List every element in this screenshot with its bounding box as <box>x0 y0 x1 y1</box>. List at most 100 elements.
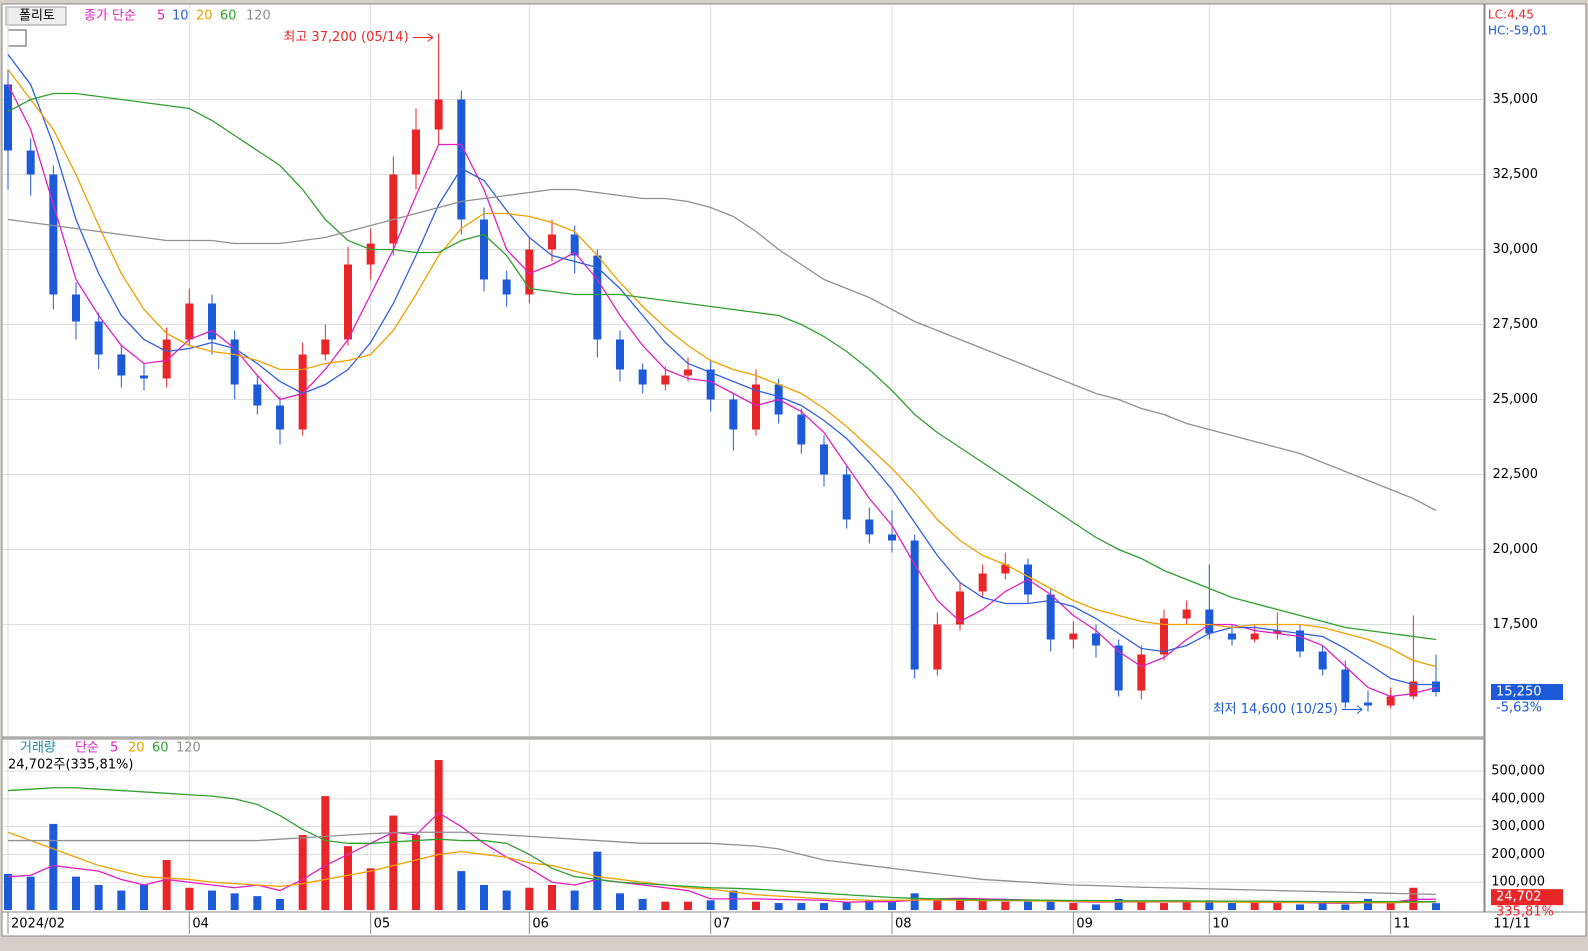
y-tick-label: 100,000 <box>1491 875 1545 890</box>
candle-body <box>321 339 330 355</box>
volume-bar <box>1182 901 1191 910</box>
candle-body <box>910 540 919 670</box>
candle-body <box>956 591 964 625</box>
candle-body <box>230 339 239 385</box>
price-box <box>1491 684 1563 700</box>
y-tick-label: 27,500 <box>1493 317 1539 332</box>
candle-body <box>502 279 511 295</box>
volume-bar <box>956 898 964 910</box>
volume-bar <box>366 868 375 910</box>
volume-bar <box>1273 903 1282 910</box>
volume-box <box>1491 889 1563 906</box>
candle-body <box>1228 633 1236 640</box>
legend-item: 5 <box>110 741 118 756</box>
legend-item: 120 <box>246 9 271 24</box>
candle-body <box>1296 630 1304 652</box>
volume-bar <box>208 890 216 910</box>
candle-body <box>1409 681 1418 697</box>
candle-body <box>366 243 375 265</box>
candle-body <box>185 303 194 340</box>
volume-bar <box>661 901 670 910</box>
y-tick-label: 300,000 <box>1491 819 1545 834</box>
candle-body <box>94 321 103 355</box>
volume-bar <box>72 876 80 910</box>
volume-bar <box>548 885 556 910</box>
volume-bar <box>117 890 126 910</box>
last-price: 15,250 <box>1496 685 1542 700</box>
volume-bar <box>185 887 194 910</box>
legend-item: 60 <box>220 9 237 24</box>
volume-bar <box>1046 901 1055 910</box>
candle-body <box>797 414 806 445</box>
candle-body <box>616 339 624 370</box>
volume-title: 거래량 <box>20 741 56 756</box>
candle-body <box>1046 594 1055 640</box>
candle-body <box>888 534 896 541</box>
volume-bar <box>457 871 466 910</box>
candle-body <box>570 234 579 256</box>
ma-line <box>7 92 1437 641</box>
x-tick-label: 09 <box>1076 917 1093 932</box>
volume-bar <box>684 901 692 910</box>
volume-bar <box>1160 903 1168 910</box>
y-tick-label: 200,000 <box>1491 847 1545 862</box>
volume-pane <box>1 738 1485 913</box>
legend-item: 5 <box>157 9 165 24</box>
candle-body <box>820 444 828 475</box>
volume-bar <box>1432 903 1440 910</box>
volume-bar <box>774 903 783 910</box>
volume-bar <box>1386 903 1395 910</box>
y-tick-label: 35,000 <box>1493 92 1539 107</box>
candle-body <box>1137 654 1146 691</box>
volume-bar <box>26 876 35 910</box>
candle-body <box>1114 645 1123 691</box>
candle-body <box>434 99 443 130</box>
x-tick-label: 10 <box>1212 917 1229 932</box>
grid-icon[interactable] <box>7 29 27 47</box>
candle-body <box>729 399 738 430</box>
legend-item: 20 <box>196 9 213 24</box>
candle-body <box>1250 633 1259 640</box>
volume-bar <box>865 900 874 910</box>
candle-body <box>978 573 987 592</box>
ma-line <box>7 54 1436 686</box>
volume-bar <box>525 887 534 910</box>
volume-bar <box>434 760 443 910</box>
candle-body <box>162 339 171 379</box>
volume-bar <box>1024 901 1032 910</box>
volume-bar <box>797 903 806 910</box>
volume-bar <box>502 890 511 910</box>
candle-body <box>684 369 692 376</box>
candle-body <box>638 369 647 385</box>
candle-body <box>298 354 307 430</box>
candle-body <box>1092 633 1100 646</box>
y-tick-label: 500,000 <box>1491 764 1545 779</box>
candle-body <box>1364 702 1372 706</box>
x-tick-label: 06 <box>532 917 549 932</box>
candle-body <box>276 405 284 430</box>
high-annotation: 최고 37,200 (05/14) <box>283 30 408 45</box>
y-tick-label: 25,000 <box>1493 392 1539 407</box>
volume-bar <box>1205 900 1214 910</box>
legend-item: 120 <box>176 741 201 756</box>
last-date: 11/11 <box>1493 917 1530 932</box>
candle-body <box>412 129 420 175</box>
volume-bar <box>389 815 398 910</box>
change-label: -5,63% <box>1496 701 1542 716</box>
volume-bar <box>729 890 738 910</box>
low-annotation: 최저 14,600 (10/25) <box>1213 702 1338 717</box>
hc-label: HC:-59,01 <box>1488 24 1548 38</box>
candle-body <box>842 474 851 520</box>
volume-bar <box>570 890 579 910</box>
volume-bar <box>1092 904 1100 910</box>
title-box[interactable] <box>5 6 67 26</box>
volume-bar <box>276 898 284 910</box>
x-tick-label: 05 <box>374 917 391 932</box>
volume-bar <box>1114 898 1123 910</box>
volume-bar <box>978 900 987 910</box>
candle-body <box>208 303 216 340</box>
candle-body <box>1432 681 1440 692</box>
candle-body <box>548 234 556 250</box>
